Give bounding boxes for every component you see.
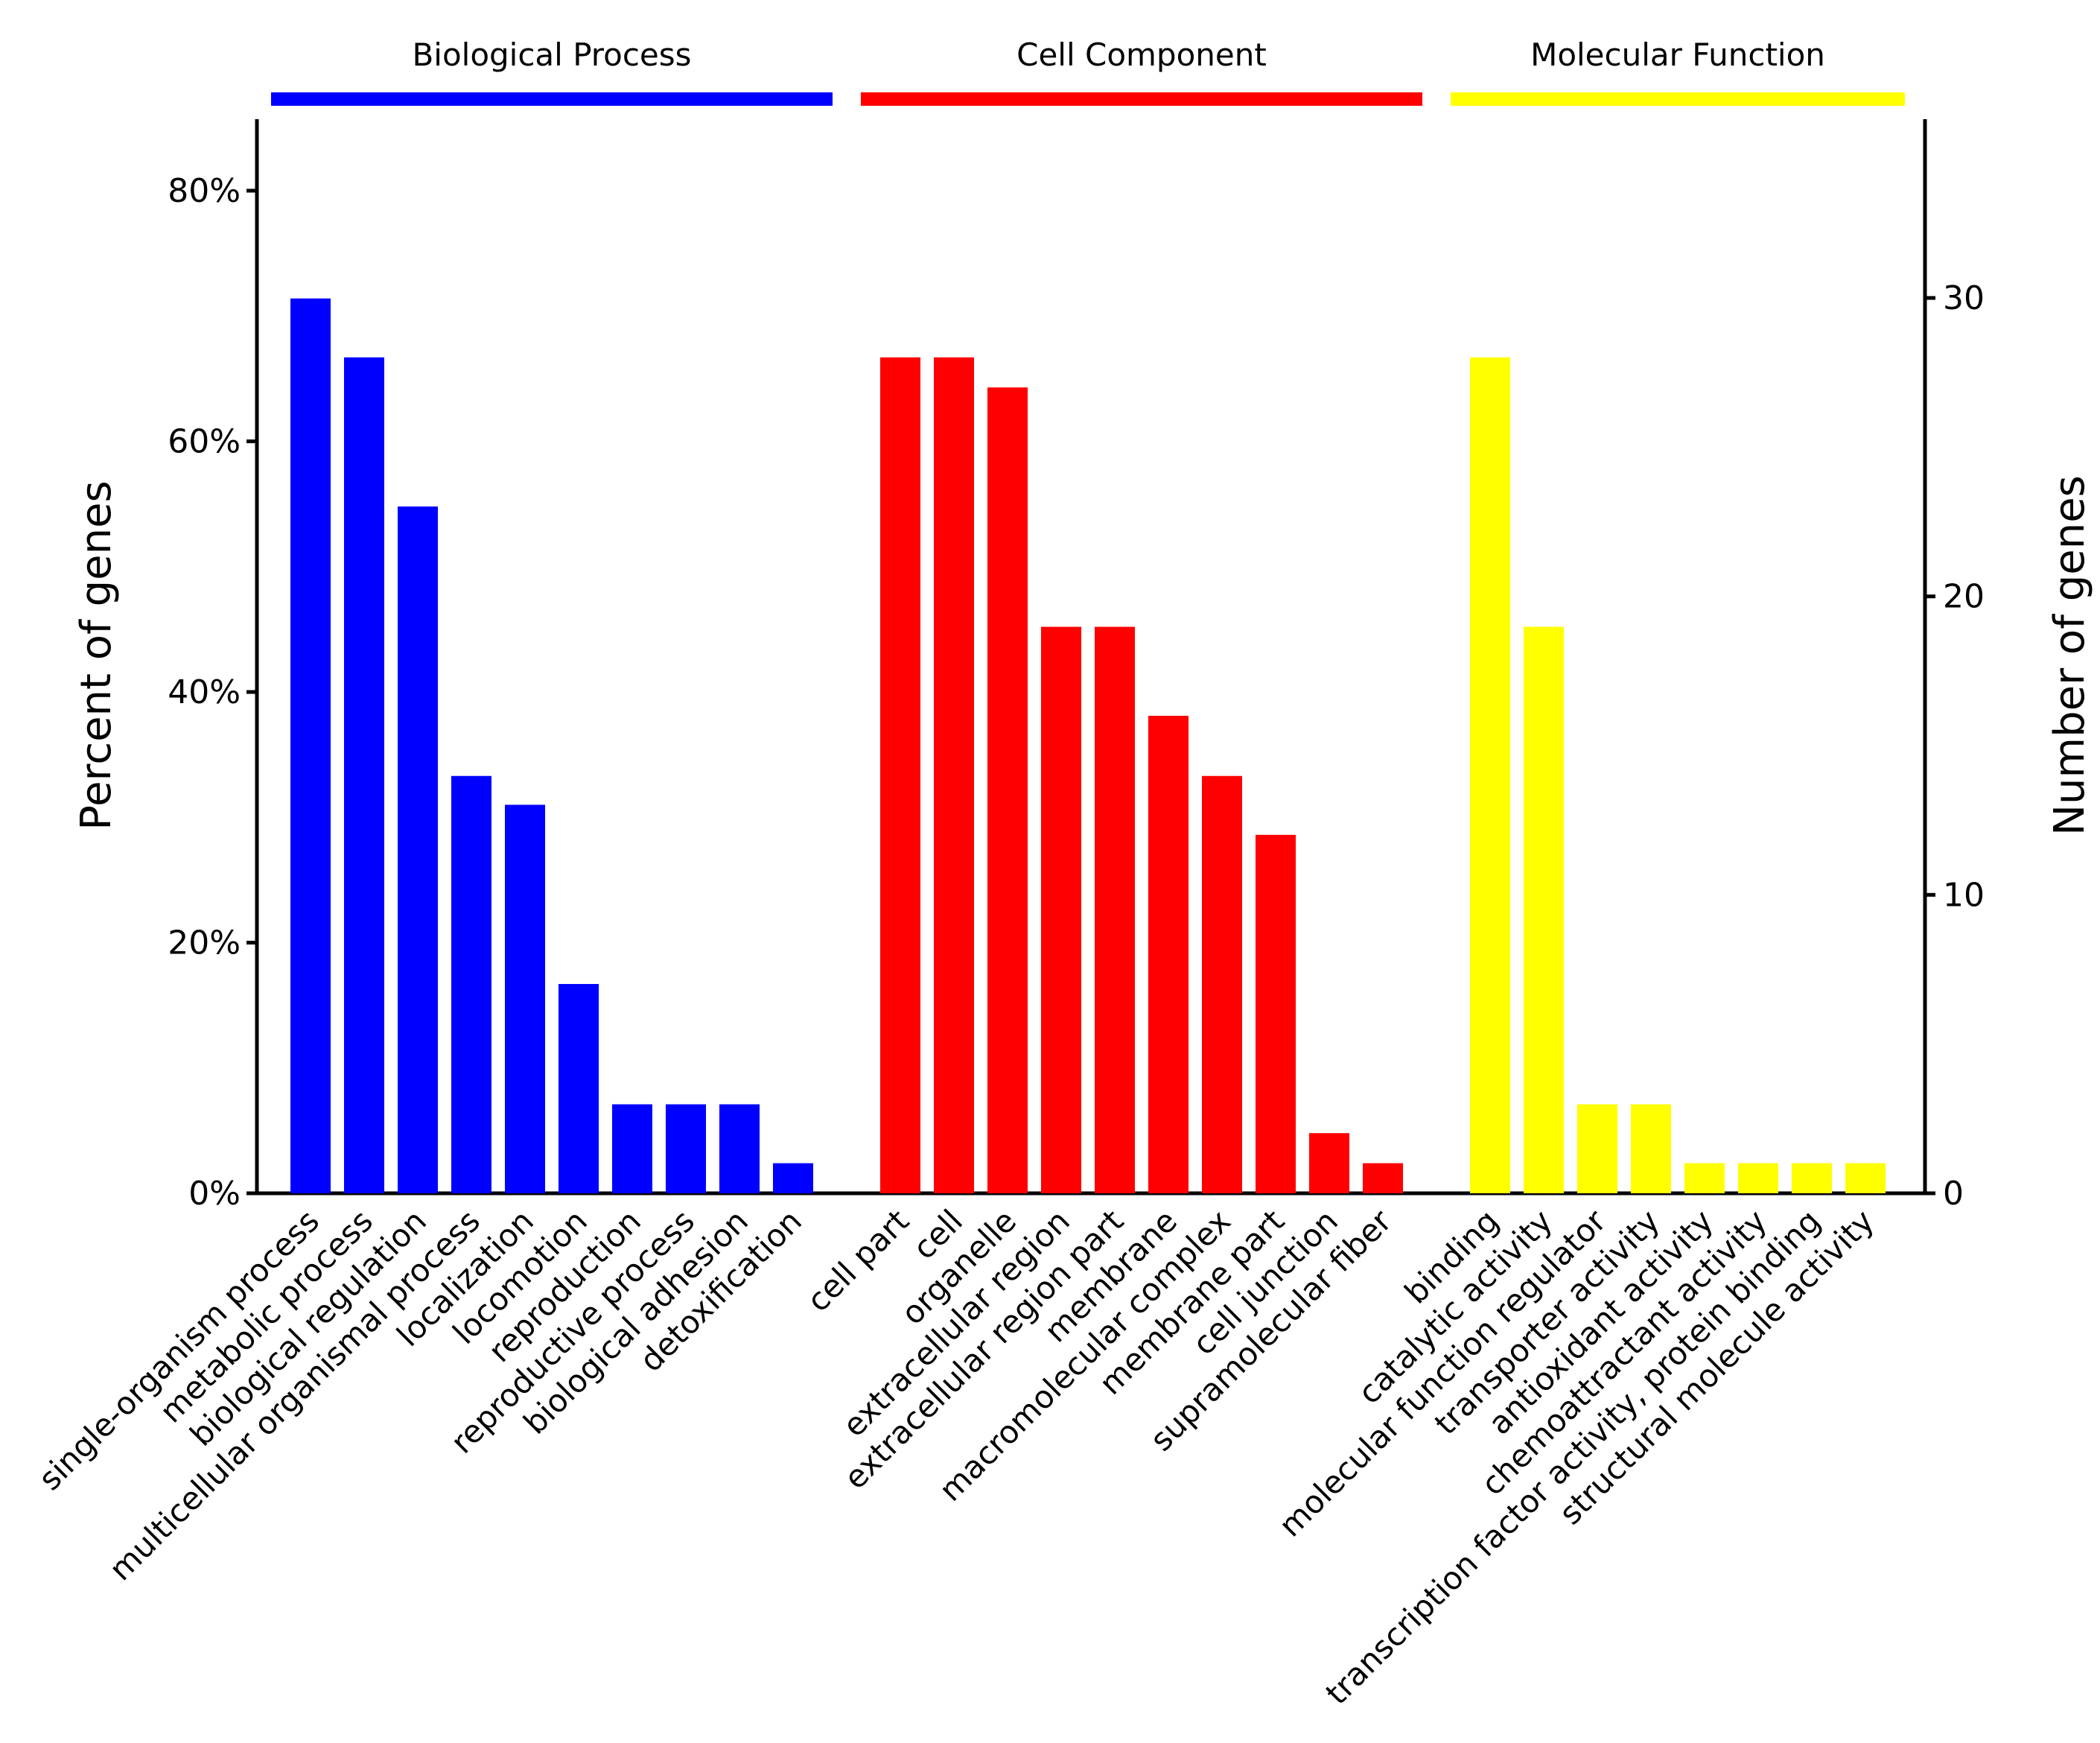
bar-catalytic-activity xyxy=(1524,626,1564,1193)
bar-cell xyxy=(934,357,974,1194)
bar-reproductive-process xyxy=(666,1104,706,1193)
right-tick-label: 10 xyxy=(1943,876,1985,914)
bar-single-organism-process xyxy=(290,298,331,1193)
bar-antioxidant-activity xyxy=(1684,1163,1725,1193)
bar-membrane-part xyxy=(1256,834,1296,1193)
left-tick-label: 60% xyxy=(168,423,241,461)
bar-binding xyxy=(1470,357,1510,1194)
right-y-ticks: 0 10 20 30 xyxy=(1925,279,1985,1213)
group-bar-cell-component xyxy=(861,92,1422,106)
bar-locomotion xyxy=(559,984,599,1193)
group-headers: Biological Process Cell Component Molecula… xyxy=(271,36,1905,106)
bar-extracellular-region xyxy=(1041,626,1081,1193)
group-label-biological-process: Biological Process xyxy=(412,36,691,73)
group-label-cell-component: Cell Component xyxy=(1016,36,1267,73)
bar-biological-adhesion xyxy=(719,1104,760,1193)
bar-macromolecular-complex xyxy=(1202,775,1242,1193)
right-tick-label: 0 xyxy=(1943,1175,1964,1213)
bar-chemoattractant-activity xyxy=(1738,1163,1778,1193)
y-axis-title: Percent of genes xyxy=(72,480,121,830)
bar-reproduction xyxy=(612,1104,652,1193)
bar-cell-part xyxy=(880,357,920,1194)
bar-structural-molecule-activity xyxy=(1845,1163,1886,1193)
bar-cell-junction xyxy=(1309,1133,1349,1193)
group-bar-molecular-function xyxy=(1451,92,1905,106)
group-bar-biological-process xyxy=(271,92,833,106)
left-tick-label: 80% xyxy=(168,172,241,210)
bar-molecular-function-regulator xyxy=(1577,1104,1617,1193)
bar-multicellular-organismal-process xyxy=(451,775,491,1193)
bar-detoxification xyxy=(773,1163,813,1193)
group-label-molecular-function: Molecular Function xyxy=(1530,36,1825,73)
left-tick-label: 0% xyxy=(188,1175,241,1213)
bar-transcription-factor-activity-protein-binding xyxy=(1792,1163,1832,1193)
y2-axis-title: Number of genes xyxy=(2046,475,2094,836)
category-label-multicellular-organismal-process: multicellular organismal process xyxy=(102,1202,487,1587)
left-tick-label: 20% xyxy=(168,924,241,962)
bar-biological-regulation xyxy=(398,506,438,1193)
left-tick-label: 40% xyxy=(168,673,241,711)
bars xyxy=(290,298,1886,1194)
bar-localization xyxy=(505,804,545,1193)
left-y-ticks: 0% 20% 40% 60% 80% xyxy=(168,172,257,1213)
bar-metabolic-process xyxy=(344,357,384,1194)
bar-organelle xyxy=(987,387,1028,1193)
right-tick-label: 30 xyxy=(1943,279,1985,317)
bar-transporter-activity xyxy=(1631,1104,1671,1193)
bar-extracellular-region-part xyxy=(1095,626,1135,1193)
bar-supramolecular-fiber xyxy=(1363,1163,1403,1193)
right-tick-label: 20 xyxy=(1943,578,1985,616)
bar-membrane xyxy=(1148,715,1189,1193)
